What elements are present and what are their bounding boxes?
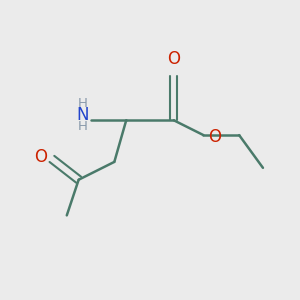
Text: O: O	[34, 148, 47, 166]
Text: O: O	[208, 128, 221, 146]
Text: N: N	[77, 106, 89, 124]
Text: H: H	[78, 120, 88, 133]
Text: O: O	[167, 50, 180, 68]
Text: H: H	[78, 98, 88, 110]
